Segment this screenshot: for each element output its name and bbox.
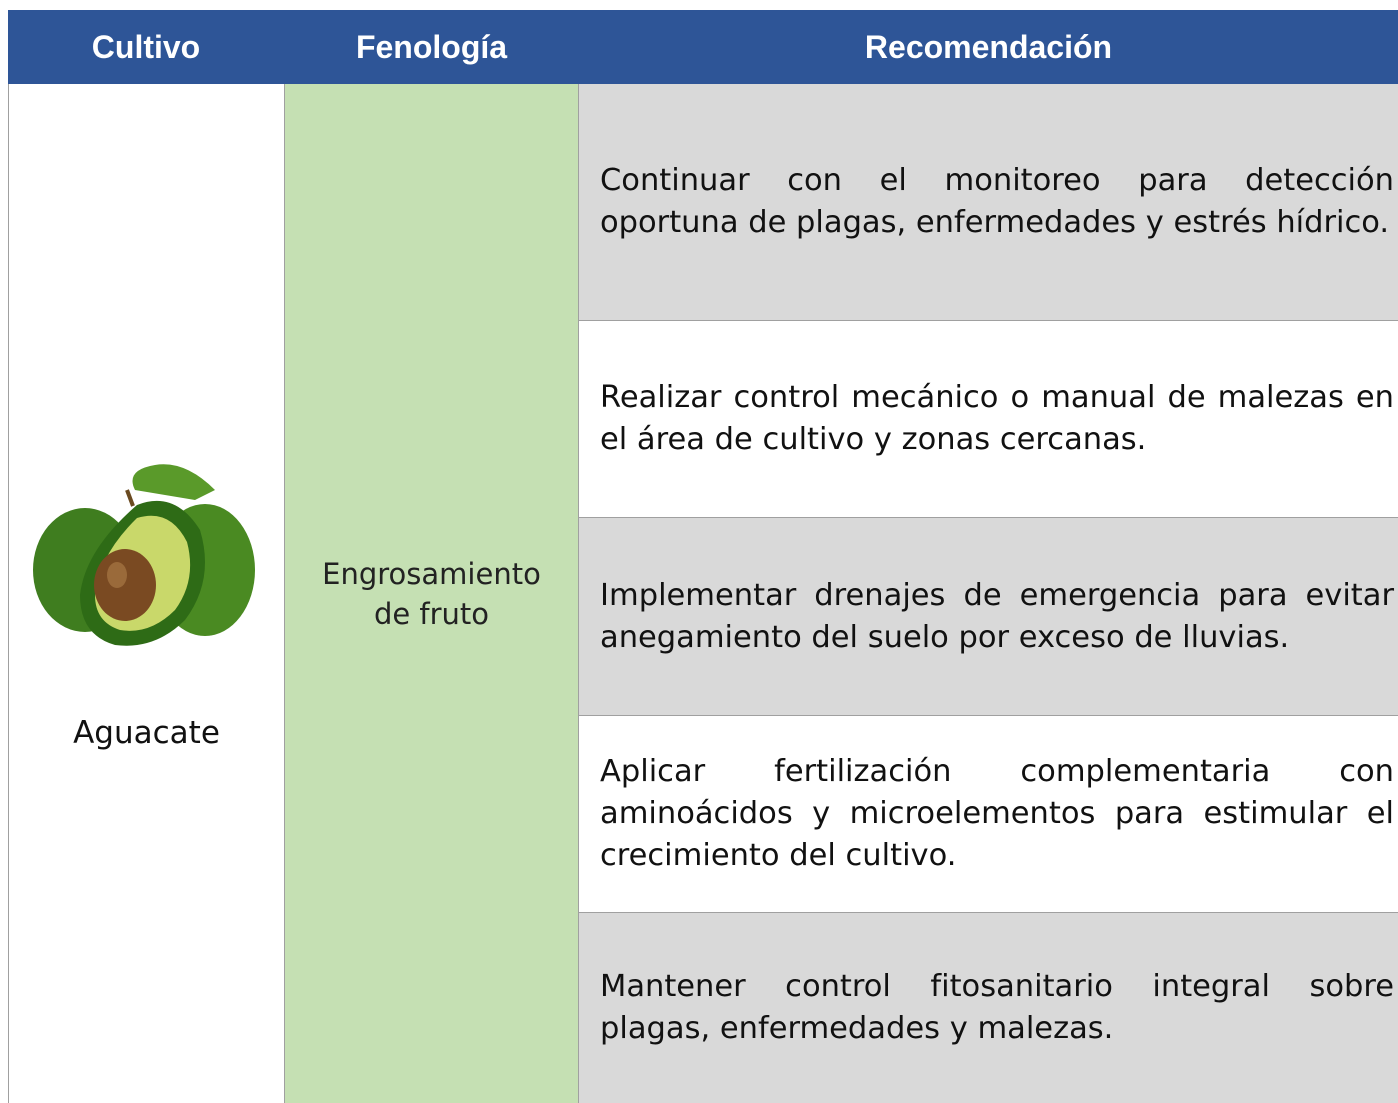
recommendation: Mantener control fitosanitario integral … xyxy=(579,912,1398,1103)
recommendation: Realizar control mecánico o manual de ma… xyxy=(579,320,1398,517)
header-cell: Cultivo xyxy=(8,10,284,84)
recommendation: Continuar con el monitoreo para detecció… xyxy=(579,84,1398,320)
avocado-image xyxy=(33,464,255,646)
crop-name: Aguacate xyxy=(73,715,220,751)
header-cell: Fenología xyxy=(284,10,579,84)
frame-border xyxy=(8,10,9,1103)
recommendation: Aplicar fertilización complementaria con… xyxy=(579,715,1398,912)
recommendation: Implementar drenajes de emergencia para … xyxy=(579,517,1398,715)
header-cell: Recomendación xyxy=(579,10,1398,84)
phenology-cell: Engrosamiento de fruto xyxy=(284,84,579,1103)
